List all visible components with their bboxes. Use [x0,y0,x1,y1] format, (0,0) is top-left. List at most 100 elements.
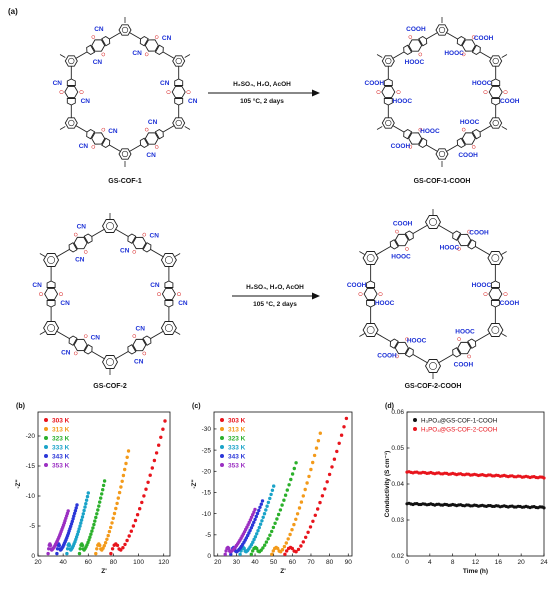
panel-a-label: (a) [8,7,18,16]
data-point [305,481,309,485]
data-point [268,496,272,501]
data-point [95,512,99,516]
data-point [316,507,320,511]
data-point [79,521,83,525]
data-point [258,505,262,509]
svg-text:O: O [143,125,149,132]
data-point [309,467,313,472]
data-point [99,496,103,500]
data-point [96,508,100,512]
data-point [299,500,304,504]
data-point [78,524,82,528]
vertex-ring [487,323,507,337]
data-point [152,458,157,463]
functional-group-label: HOOC [405,59,425,66]
legend-label: H₃PO₄@GS-COF-2-COOH [421,427,498,434]
data-point [86,540,90,545]
x-tick-label: 40 [251,559,259,566]
functional-group-label: COOH [347,282,367,289]
data-point [314,446,319,450]
data-point [249,543,254,547]
data-point [90,529,94,533]
x-tick-label: 100 [133,559,144,566]
legend-marker [44,454,48,458]
svg-text:O: O [155,292,161,296]
data-point [106,533,110,538]
data-point [115,543,120,548]
data-point [94,551,98,556]
data-point [253,507,257,512]
data-point [264,540,269,544]
data-point [148,473,152,477]
series-cof2-cooh [405,470,546,480]
data-point [80,543,85,548]
legend-label: 303 K [52,418,70,425]
functional-group-label: CN [188,98,198,105]
vertex-ring [435,148,449,167]
linker-unit: OO [456,34,481,59]
svg-text:O: O [39,292,45,296]
vertex-ring [59,54,78,67]
data-point [157,443,161,447]
series-323k [77,479,107,556]
x-tick-label: 24 [540,559,548,566]
data-point [271,525,276,530]
gs-cof-1-name: GS-COF-1 [108,178,142,185]
data-point [80,515,85,519]
svg-text:O: O [141,232,147,239]
plot-frame [37,411,171,557]
series-323k [249,461,298,556]
plot-frame [406,411,545,557]
legend-marker [44,436,48,440]
data-point [123,542,127,547]
data-point [307,474,311,479]
functional-group-label: COOH [391,143,411,150]
vertex-ring [489,117,508,130]
linker-unit: OO [452,335,477,359]
data-point [114,506,118,511]
linker-unit: OO [127,332,152,356]
svg-text:O: O [394,229,400,236]
x-tick-label: 20 [34,559,42,566]
data-point [292,522,296,527]
data-point [76,530,81,534]
data-point [268,533,272,537]
svg-text:O: O [460,125,466,132]
panel-label: (b) [16,403,25,410]
data-point [252,520,256,524]
functional-group-label: CN [150,232,160,239]
data-point [101,483,106,488]
data-point [46,551,50,556]
data-point [163,419,167,423]
data-point [94,515,98,520]
svg-text:O: O [418,51,424,58]
data-point [296,547,301,552]
data-point [98,543,102,548]
data-point [72,511,77,516]
data-point [101,488,105,492]
linker-unit: OO [389,229,414,253]
data-point [71,517,75,521]
functional-group-label: COOH [458,152,478,159]
data-point [57,543,61,548]
data-point [308,525,313,529]
x-tick-label: 80 [110,559,118,566]
linker-unit: OO [452,229,477,253]
y-tick-label: -30 [202,426,212,433]
conditions-2-line2: 105 °C, 2 days [253,300,297,308]
svg-text:O: O [465,352,471,359]
data-point [74,506,78,510]
x-tick-label: 40 [60,559,68,566]
data-point [251,513,255,517]
legend-label: 313 K [228,427,246,434]
y-tick-label: 0 [31,553,35,560]
data-point [249,552,253,556]
y-tick-label: 0.02 [391,553,404,560]
data-point [280,503,284,507]
svg-text:O: O [417,125,423,132]
data-point [120,479,124,483]
functional-group-label: CN [61,350,71,357]
x-tick-label: 8 [451,559,455,566]
legend-label: 343 K [228,454,246,461]
